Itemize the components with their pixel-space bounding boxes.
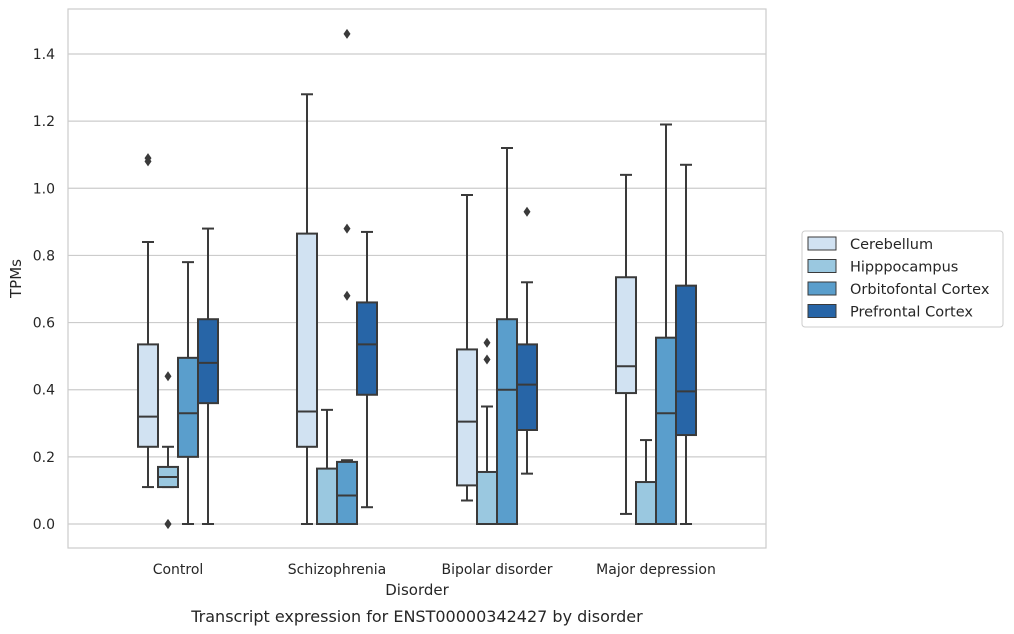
y-tick-label: 1.2	[33, 114, 55, 130]
box-control	[137, 153, 159, 489]
x-tick-label: Control	[153, 562, 204, 578]
y-tick-label: 0.8	[33, 248, 55, 264]
legend-swatch	[807, 304, 837, 318]
box-major-depression	[675, 163, 697, 525]
legend-swatch	[807, 259, 837, 273]
iqr-box	[655, 336, 677, 525]
plot-area-frame	[67, 8, 767, 549]
box-schizophrenia	[316, 408, 338, 526]
box-major-depression	[615, 173, 637, 515]
legend-label: Orbitofontal Cortex	[850, 282, 990, 298]
iqr-box	[496, 318, 518, 526]
legend-swatch	[807, 236, 837, 251]
iqr-box	[456, 348, 478, 487]
iqr-box	[316, 467, 338, 526]
outlier-point	[343, 28, 351, 39]
outlier-point	[483, 337, 491, 348]
iqr-box	[675, 284, 697, 437]
y-tick-label: 1.0	[33, 181, 55, 197]
legend-label: Prefrontal Cortex	[850, 305, 973, 321]
box-major-depression	[635, 439, 657, 525]
iqr-box	[197, 318, 219, 405]
outlier-point	[164, 371, 172, 382]
legend-swatch	[807, 281, 837, 296]
legend-label: Cerebellum	[850, 237, 933, 253]
box-control	[157, 371, 179, 529]
x-tick-label: Schizophrenia	[288, 562, 386, 578]
iqr-box	[177, 356, 199, 458]
y-tick-label: 0.0	[33, 517, 55, 533]
x-tick-label: Major depression	[596, 562, 716, 578]
y-axis-ticks: 0.0 0.2 0.4 0.6 0.8 1.0 1.2 1.4	[33, 47, 55, 533]
x-axis-label: Disorder	[385, 581, 449, 599]
y-tick-label: 1.4	[33, 47, 55, 63]
outlier-point	[523, 206, 531, 217]
box-major-depression	[655, 123, 677, 525]
iqr-box	[635, 481, 657, 525]
iqr-box	[516, 343, 538, 431]
box-bipolar-disorder	[516, 206, 538, 475]
iqr-box	[296, 232, 318, 448]
outlier-point	[343, 290, 351, 301]
outlier-point	[483, 354, 491, 365]
box-control	[197, 227, 219, 525]
y-axis-label: TPMs	[7, 259, 25, 299]
legend: Cerebellum Hipppocampus Orbitofontal Corte…	[801, 230, 1004, 328]
box-schizophrenia	[336, 28, 358, 525]
series-orbitofontal-cortex	[177, 28, 677, 526]
y-tick-label: 0.6	[33, 316, 55, 332]
iqr-box	[137, 343, 159, 448]
box-schizophrenia	[296, 93, 318, 525]
box-plot-series	[137, 28, 697, 529]
box-control	[177, 261, 199, 525]
iqr-box	[356, 301, 378, 396]
iqr-box	[615, 276, 637, 395]
series-hipppocampus	[157, 337, 657, 529]
iqr-box	[336, 460, 358, 525]
outlier-point	[144, 153, 152, 164]
series-prefrontal-cortex	[197, 163, 697, 525]
iqr-box	[476, 470, 498, 526]
box-bipolar-disorder	[496, 147, 518, 526]
box-schizophrenia	[356, 230, 378, 509]
box-bipolar-disorder	[476, 337, 498, 526]
series-cerebellum	[137, 93, 637, 525]
outlier-point	[343, 223, 351, 234]
legend-label: Hipppocampus	[850, 260, 958, 276]
outlier-point	[164, 519, 172, 529]
x-tick-label: Bipolar disorder	[441, 562, 552, 578]
box-bipolar-disorder	[456, 194, 478, 502]
y-tick-label: 0.2	[33, 450, 55, 466]
x-axis-ticks: Control Schizophrenia Bipolar disorder Majo…	[153, 562, 716, 578]
legend-frame	[801, 230, 1004, 328]
chart-caption: Transcript expression for ENST0000034242…	[190, 607, 643, 626]
y-tick-label: 0.4	[33, 383, 55, 399]
